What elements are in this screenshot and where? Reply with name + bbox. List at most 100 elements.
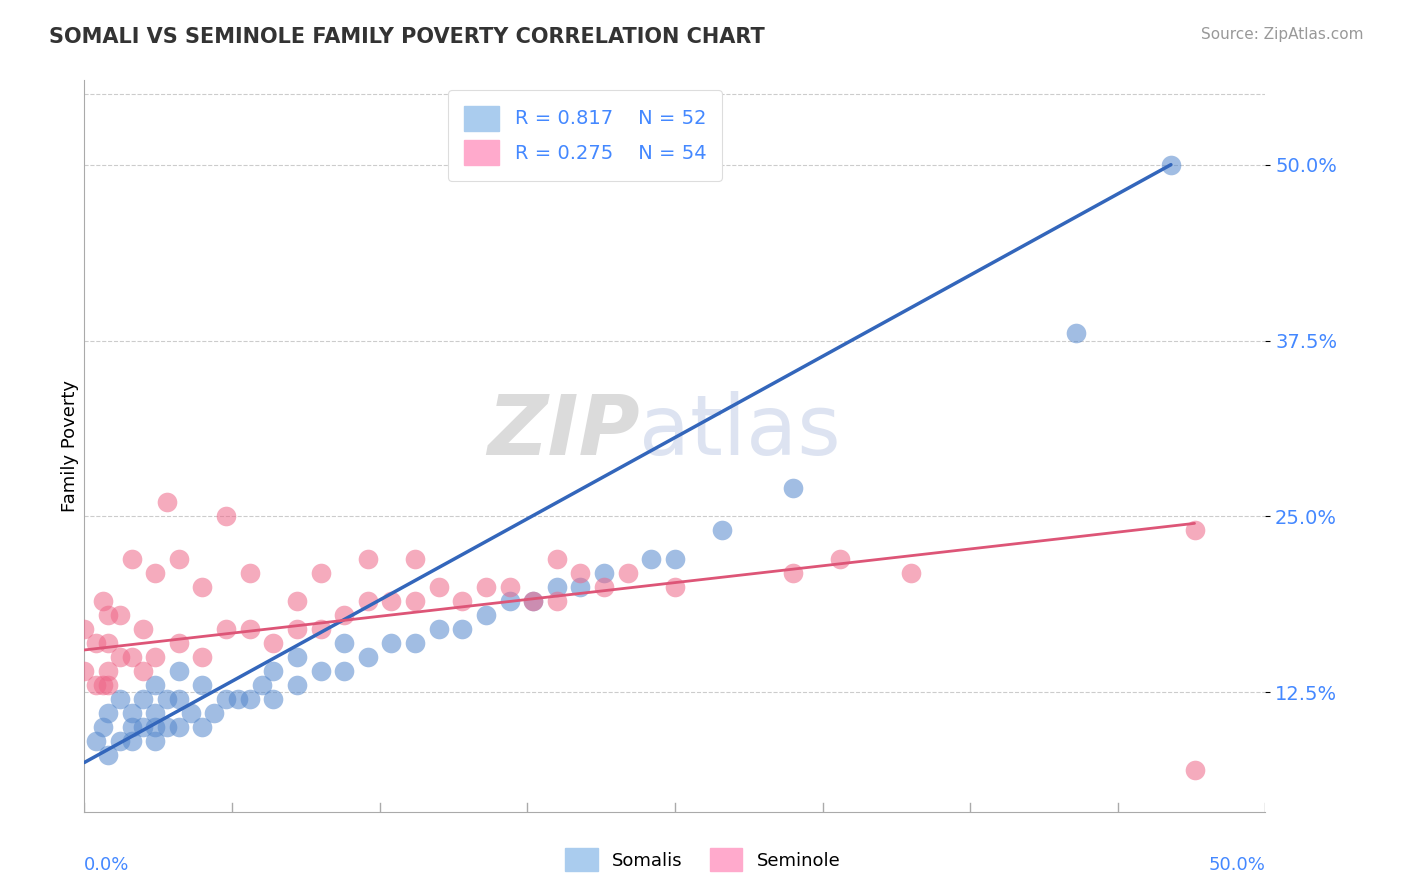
Point [285, 650, 308, 665]
Point [191, 650, 214, 665]
Text: SOMALI VS SEMINOLE FAMILY POVERTY CORRELATION CHART: SOMALI VS SEMINOLE FAMILY POVERTY CORREL… [49, 27, 765, 46]
Point [262, 692, 284, 706]
Point [357, 593, 380, 607]
Point [782, 566, 804, 580]
Point [121, 734, 143, 748]
Point [1160, 158, 1182, 172]
Point [522, 593, 544, 607]
Point [108, 734, 131, 748]
Point [640, 551, 662, 566]
Point [180, 706, 202, 721]
Point [91, 720, 114, 734]
Point [167, 551, 190, 566]
Point [664, 580, 686, 594]
Point [830, 551, 852, 566]
Point [285, 622, 308, 636]
Point [143, 650, 166, 665]
Point [522, 593, 544, 607]
Point [498, 593, 520, 607]
Point [132, 692, 155, 706]
Point [380, 593, 402, 607]
Point [84, 678, 107, 692]
Point [108, 607, 131, 622]
Point [285, 593, 308, 607]
Point [108, 692, 131, 706]
Point [167, 720, 190, 734]
Text: 50.0%: 50.0% [1209, 855, 1265, 873]
Point [569, 580, 592, 594]
Point [357, 551, 380, 566]
Point [404, 636, 426, 650]
Point [191, 678, 214, 692]
Point [97, 678, 120, 692]
Point [91, 593, 114, 607]
Point [475, 607, 498, 622]
Point [73, 664, 96, 678]
Point [546, 593, 568, 607]
Point [404, 593, 426, 607]
Point [97, 748, 120, 763]
Point [664, 551, 686, 566]
Point [202, 706, 225, 721]
Point [546, 580, 568, 594]
Legend: Somalis, Seminole: Somalis, Seminole [558, 841, 848, 879]
Point [84, 734, 107, 748]
Point [900, 566, 922, 580]
Point [309, 566, 332, 580]
Point [262, 664, 284, 678]
Legend: R = 0.817    N = 52, R = 0.275    N = 54: R = 0.817 N = 52, R = 0.275 N = 54 [449, 90, 721, 181]
Point [380, 636, 402, 650]
Point [97, 706, 120, 721]
Point [108, 650, 131, 665]
Point [121, 551, 143, 566]
Point [191, 720, 214, 734]
Point [404, 551, 426, 566]
Point [498, 580, 520, 594]
Point [156, 692, 179, 706]
Point [239, 622, 262, 636]
Point [451, 593, 474, 607]
Point [239, 692, 262, 706]
Point [132, 622, 155, 636]
Point [132, 664, 155, 678]
Point [333, 607, 356, 622]
Point [333, 664, 356, 678]
Point [285, 678, 308, 692]
Point [1184, 524, 1206, 538]
Point [84, 636, 107, 650]
Point [143, 706, 166, 721]
Point [475, 580, 498, 594]
Point [309, 664, 332, 678]
Point [167, 664, 190, 678]
Text: Source: ZipAtlas.com: Source: ZipAtlas.com [1201, 27, 1364, 42]
Point [143, 734, 166, 748]
Point [215, 622, 238, 636]
Point [132, 720, 155, 734]
Point [226, 692, 249, 706]
Point [215, 692, 238, 706]
Point [333, 636, 356, 650]
Point [97, 636, 120, 650]
Point [121, 650, 143, 665]
Point [239, 566, 262, 580]
Point [97, 664, 120, 678]
Point [215, 509, 238, 524]
Point [593, 566, 616, 580]
Point [73, 622, 96, 636]
Point [309, 622, 332, 636]
Point [427, 580, 450, 594]
Point [616, 566, 638, 580]
Point [156, 495, 179, 509]
Point [593, 580, 616, 594]
Point [156, 720, 179, 734]
Point [121, 706, 143, 721]
Point [1066, 326, 1088, 341]
Point [782, 481, 804, 495]
Point [167, 692, 190, 706]
Point [262, 636, 284, 650]
Point [143, 720, 166, 734]
Text: 0.0%: 0.0% [84, 855, 129, 873]
Point [121, 720, 143, 734]
Point [427, 622, 450, 636]
Point [546, 551, 568, 566]
